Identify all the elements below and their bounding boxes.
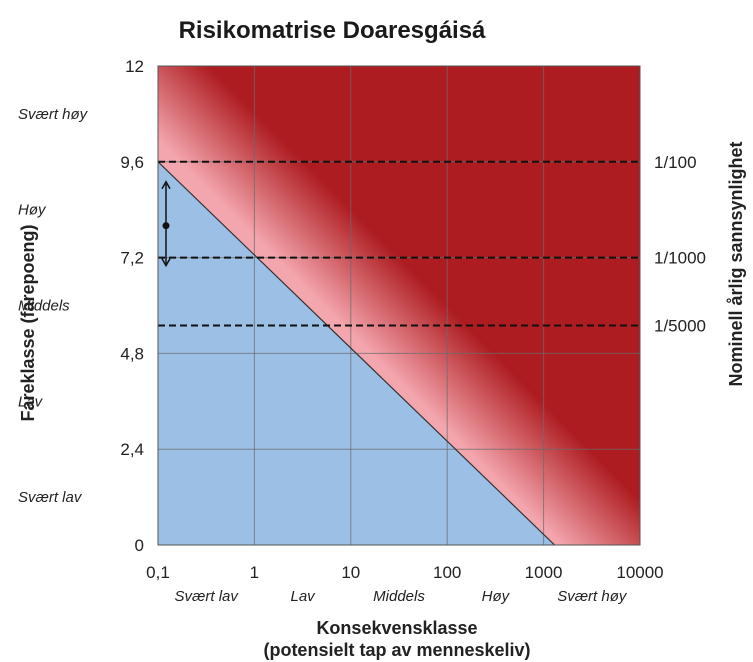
- probability-label: 1/5000: [654, 316, 706, 335]
- x-tick-label: 100: [433, 563, 461, 582]
- marker: [161, 180, 171, 268]
- y-tick-label: 9,6: [120, 153, 144, 172]
- plot-area: [158, 66, 640, 545]
- probability-labels: 1/100 1/1000 1/5000: [654, 153, 706, 336]
- y-class-labels: Svært lav Lav Middels Høy Svært høy: [18, 106, 89, 506]
- y-class-label: Svært høy: [18, 106, 89, 123]
- y-tick-labels: 0 2,4 4,8 7,2 9,6 12: [120, 57, 144, 555]
- marker-point: [162, 222, 170, 230]
- probability-label: 1/1000: [654, 249, 706, 268]
- x-tick-labels: 0,1 1 10 100 1000 10000: [146, 563, 663, 582]
- marker-arrow-down: [161, 258, 171, 268]
- y-class-label: Høy: [18, 202, 47, 219]
- y-axis-title: Fareklasse (farepoeng): [18, 224, 38, 421]
- plot-border: [157, 65, 641, 546]
- marker-arrow-up: [161, 180, 171, 190]
- y-tick-label: 12: [125, 57, 144, 76]
- x-tick-label: 10000: [616, 563, 663, 582]
- y-tick-label: 0: [135, 536, 144, 555]
- x-class-label: Lav: [291, 588, 317, 605]
- x-tick-label: 1000: [525, 563, 563, 582]
- x-class-label: Svært høy: [557, 588, 628, 605]
- y-tick-label: 4,8: [120, 344, 144, 363]
- x-class-label: Høy: [482, 588, 511, 605]
- x-axis-title: Konsekvensklasse: [316, 618, 477, 638]
- x-tick-label: 0,1: [146, 563, 170, 582]
- risk-boundary-line: [158, 161, 556, 545]
- x-class-label: Svært lav: [175, 588, 240, 605]
- y-class-label: Svært lav: [18, 489, 83, 506]
- x-tick-label: 10: [341, 563, 360, 582]
- x-class-labels: Svært lav Lav Middels Høy Svært høy: [175, 588, 628, 605]
- chart-title: Risikomatrise Doaresgáisá: [179, 17, 486, 44]
- y-tick-label: 2,4: [120, 440, 144, 459]
- y-tick-label: 7,2: [120, 249, 144, 268]
- x-class-label: Middels: [373, 588, 425, 605]
- y-axis-right-title: Nominell årlig sannsynlighet: [726, 141, 746, 386]
- probability-label: 1/100: [654, 153, 697, 172]
- y-class-label: Middels: [18, 298, 70, 315]
- x-tick-label: 1: [250, 563, 259, 582]
- x-axis-subtitle: (potensielt tap av menneskeliv): [263, 640, 530, 660]
- probability-lines: [158, 160, 640, 327]
- y-class-label: Lav: [18, 393, 44, 410]
